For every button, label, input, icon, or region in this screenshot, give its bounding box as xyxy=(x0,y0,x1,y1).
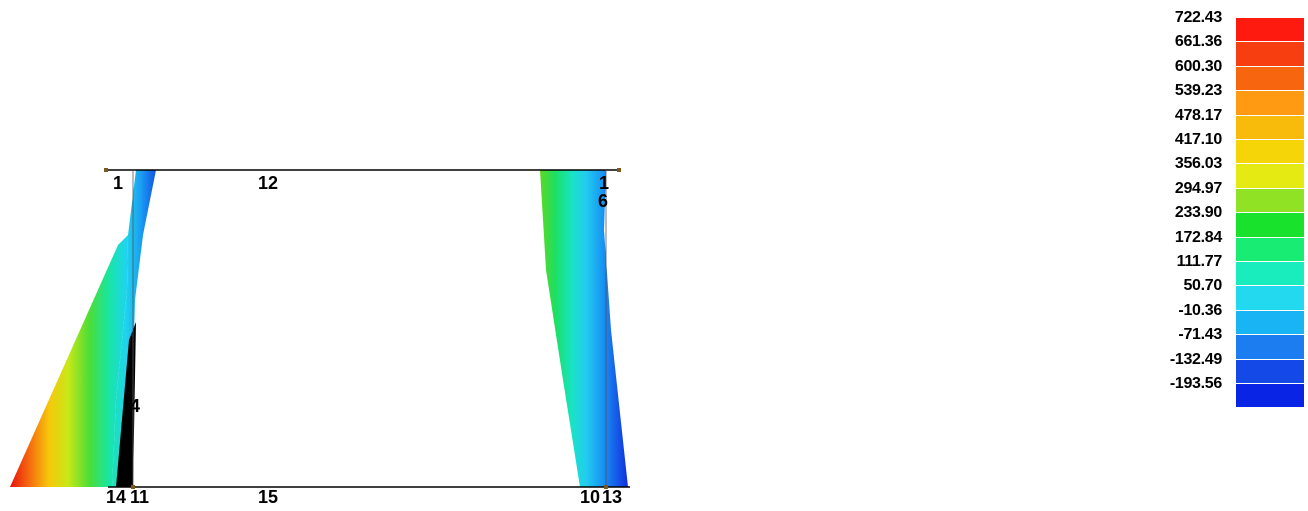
legend-swatch xyxy=(1236,237,1304,261)
node-marker[interactable] xyxy=(131,485,135,489)
node-marker[interactable] xyxy=(104,168,108,172)
legend-swatch xyxy=(1236,310,1304,335)
legend-value: -71.43 xyxy=(1178,326,1222,344)
color-scale-legend: 722.43 661.36 600.30 539.23 478.17 417.10 356.… xyxy=(1130,9,1305,408)
legend-value: 233.90 xyxy=(1174,204,1222,222)
legend-swatch xyxy=(1236,359,1304,383)
node-label-1-top-left: 1 xyxy=(113,173,123,193)
legend-swatch xyxy=(1236,18,1304,42)
legend-swatch xyxy=(1236,188,1304,213)
legend-swatch xyxy=(1236,286,1304,310)
legend-swatch xyxy=(1236,213,1304,237)
legend-value: 478.17 xyxy=(1174,106,1222,124)
legend-value: 111.77 xyxy=(1176,253,1223,270)
legend-value: 539.23 xyxy=(1174,82,1222,100)
legend-value: 417.10 xyxy=(1174,131,1222,148)
member-label-12: 12 xyxy=(258,173,278,193)
legend-swatch xyxy=(1236,164,1304,188)
legend-swatch xyxy=(1236,66,1304,91)
node-label-10: 10 xyxy=(580,487,600,507)
legend-value: 294.97 xyxy=(1174,179,1222,197)
left-column-contour-upper xyxy=(10,235,128,487)
legend-value: 50.70 xyxy=(1183,277,1222,295)
node-label-11: 11 xyxy=(130,487,149,507)
legend-value: 722.43 xyxy=(1174,9,1222,26)
node-label-1-top-right: 1 xyxy=(599,173,609,193)
legend-value: 356.03 xyxy=(1174,155,1222,173)
node-label-13: 13 xyxy=(602,487,622,507)
legend-swatch xyxy=(1236,335,1304,359)
legend-value: 172.84 xyxy=(1174,228,1222,246)
legend-swatch xyxy=(1236,42,1304,66)
legend-value: 600.30 xyxy=(1174,57,1222,75)
right-column-contour xyxy=(540,170,628,487)
legend-value: -10.36 xyxy=(1178,301,1222,319)
legend-value: 661.36 xyxy=(1174,33,1222,51)
legend-swatch xyxy=(1236,115,1304,139)
node-marker[interactable] xyxy=(617,168,621,172)
legend-value: -193.56 xyxy=(1169,375,1222,392)
member-label-15: 15 xyxy=(258,487,278,507)
left-column-contour xyxy=(10,170,156,487)
legend-swatch xyxy=(1236,262,1304,286)
left-column-black-region xyxy=(116,322,136,487)
node-label-4: 4 xyxy=(130,396,140,416)
legend-value: -132.49 xyxy=(1169,350,1222,368)
node-label-14: 14 xyxy=(106,487,126,507)
node-label-6: 6 xyxy=(598,191,608,211)
node-marker[interactable] xyxy=(604,485,608,489)
legend-swatch xyxy=(1236,384,1304,408)
legend-swatch xyxy=(1236,140,1304,164)
legend-swatch xyxy=(1236,91,1304,115)
